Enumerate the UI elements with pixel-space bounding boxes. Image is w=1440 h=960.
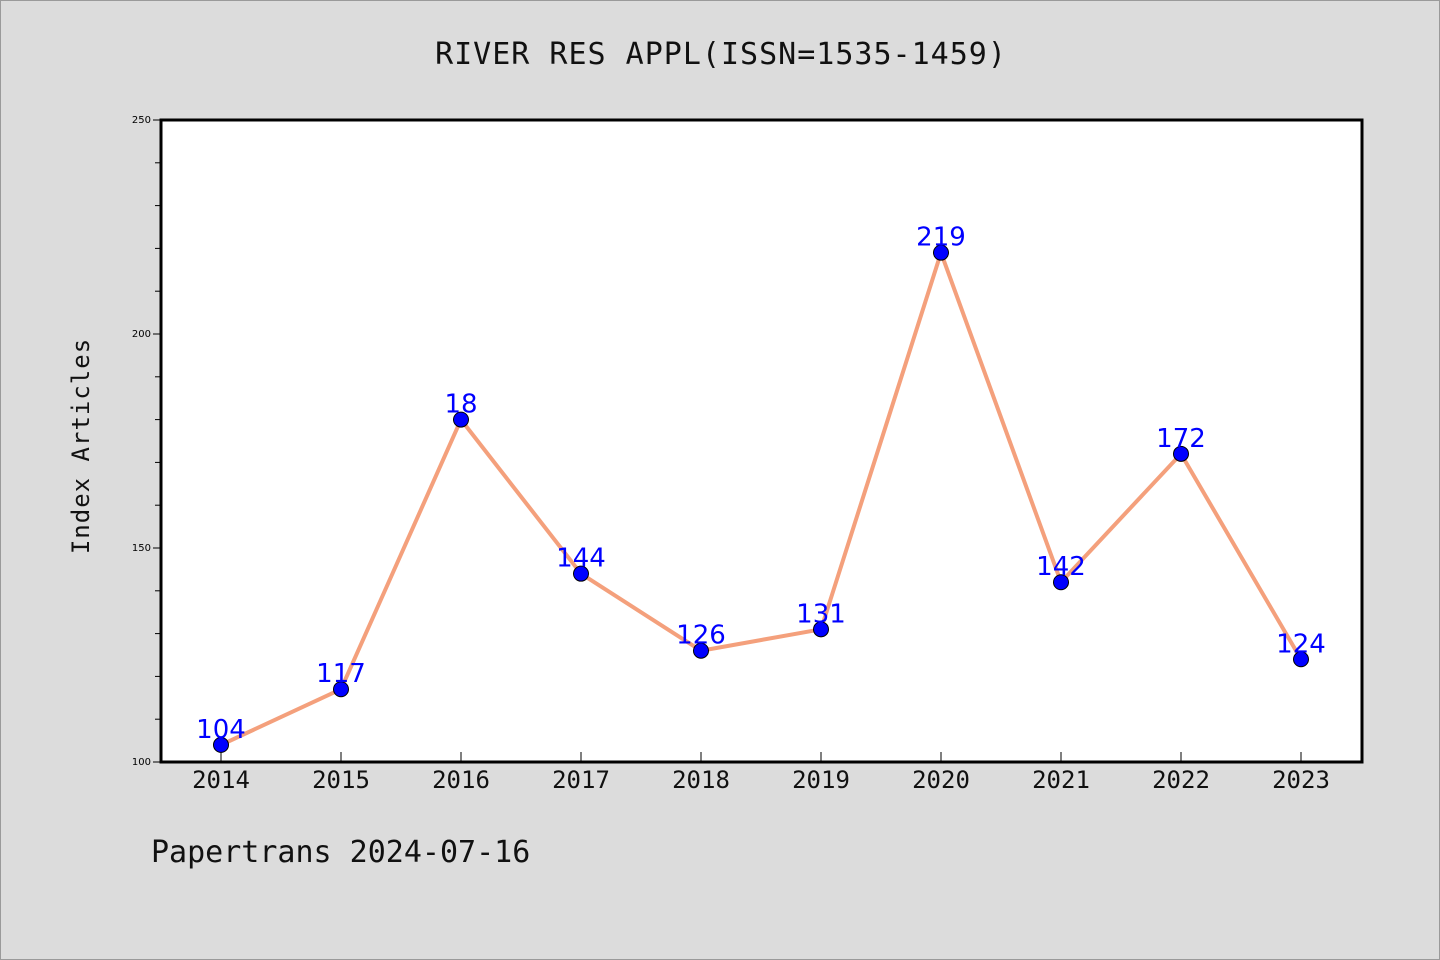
- data-point: [573, 565, 589, 582]
- y-tick-label: 250: [132, 115, 151, 126]
- data-label: 172: [1156, 424, 1206, 454]
- data-label: 124: [1276, 629, 1326, 659]
- y-tick-label: 150: [132, 543, 151, 554]
- data-label: 104: [196, 715, 246, 745]
- y-axis: 100 150 200 250: [132, 115, 161, 768]
- y-tick-label: 100: [132, 757, 151, 768]
- x-tick-label: 2020: [912, 766, 970, 794]
- x-tick-label: 2022: [1152, 766, 1210, 794]
- series-line: [219, 250, 1303, 747]
- data-label: 144: [556, 544, 606, 574]
- data-point: [213, 736, 229, 753]
- data-point: [453, 411, 469, 428]
- x-tick-label: 2021: [1032, 766, 1090, 794]
- data-label: 126: [676, 621, 726, 651]
- series-line-group: [219, 250, 1303, 747]
- chart-title: RIVER RES APPL(ISSN=1535-1459): [435, 37, 1007, 72]
- data-points: [213, 244, 1309, 753]
- y-tick-label: 200: [132, 329, 151, 340]
- data-point: [693, 642, 709, 659]
- data-point: [333, 681, 349, 698]
- data-point: [1293, 651, 1309, 668]
- data-point: [933, 244, 949, 261]
- footer-credit: Papertrans 2024-07-16: [151, 835, 531, 870]
- data-labels: 104 117 18 144 126 131 219 142 172 124: [196, 223, 1326, 745]
- x-tick-label: 2019: [792, 766, 850, 794]
- data-label: 18: [444, 390, 477, 420]
- data-label: 117: [316, 659, 366, 689]
- data-point: [1173, 445, 1189, 462]
- data-point: [1053, 574, 1069, 591]
- data-point: [813, 621, 829, 638]
- data-label: 219: [916, 223, 966, 253]
- x-tick-label: 2014: [192, 766, 250, 794]
- data-label: 131: [796, 599, 846, 629]
- plot-area: [159, 118, 1364, 764]
- x-tick-label: 2015: [312, 766, 370, 794]
- x-axis: 2014 2015 2016 2017 2018 2019 2020 2021 2022 2023: [192, 752, 1330, 794]
- x-tick-label: 2017: [552, 766, 610, 794]
- x-tick-label: 2018: [672, 766, 730, 794]
- x-tick-label: 2016: [432, 766, 490, 794]
- x-tick-label: 2023: [1272, 766, 1330, 794]
- data-label: 142: [1036, 552, 1086, 582]
